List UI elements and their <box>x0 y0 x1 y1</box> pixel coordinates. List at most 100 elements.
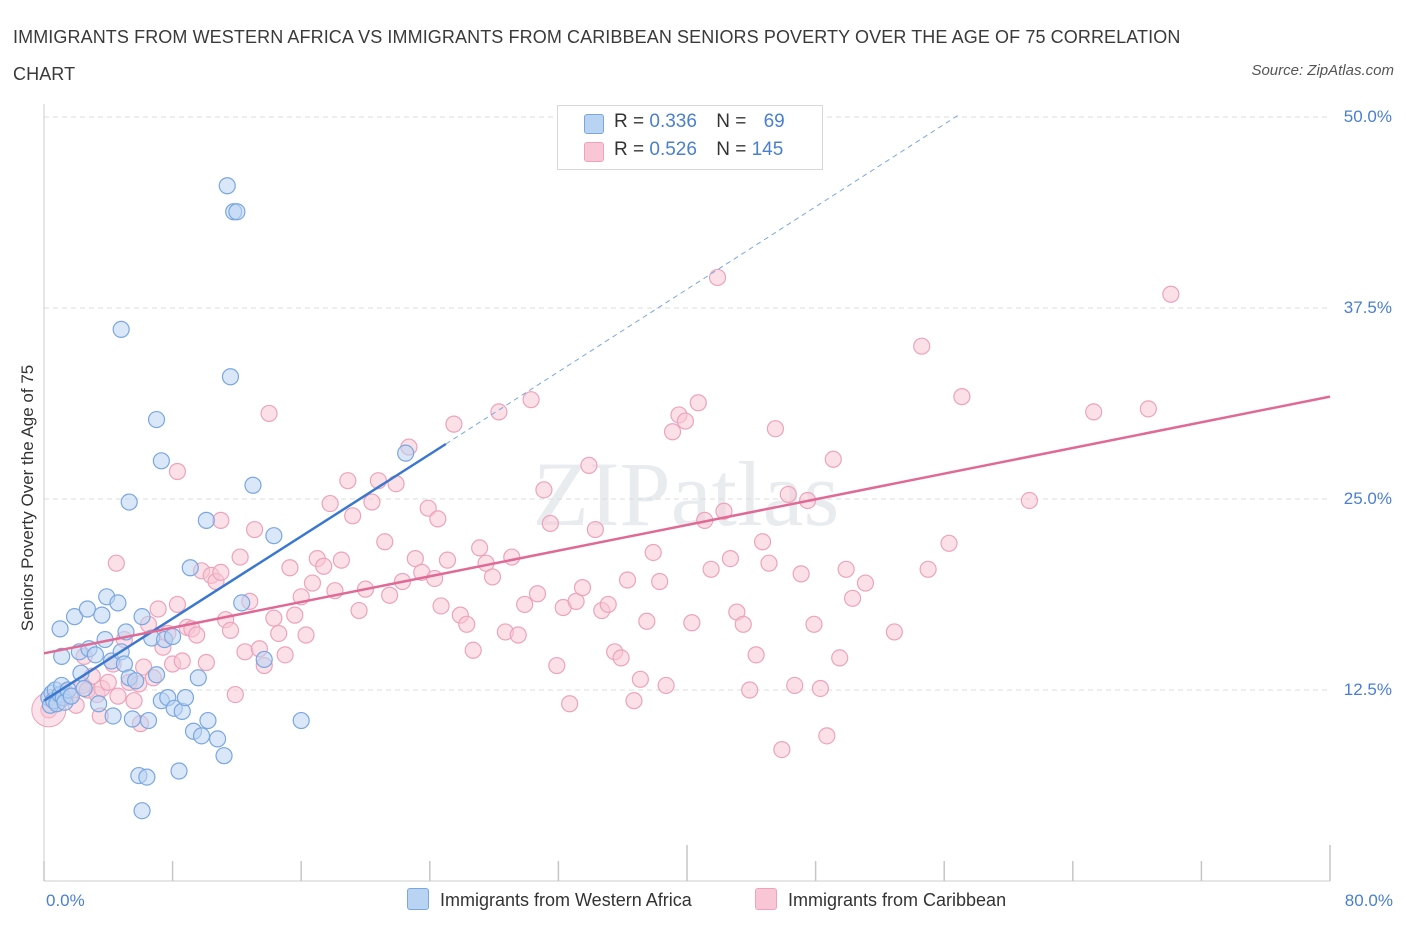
data-point-caribbean <box>548 656 566 675</box>
data-point-western-africa <box>75 679 93 698</box>
data-point-caribbean <box>779 485 797 504</box>
data-point-caribbean <box>522 391 540 409</box>
data-point-caribbean <box>231 548 249 566</box>
data-point-caribbean <box>226 685 244 704</box>
data-point-caribbean <box>625 692 643 710</box>
data-point-caribbean <box>281 559 299 577</box>
data-point-caribbean <box>376 533 394 551</box>
data-point-caribbean <box>940 534 958 552</box>
trend-extension-western-africa <box>445 113 961 445</box>
data-point-western-africa <box>86 646 105 664</box>
data-point-caribbean <box>913 337 931 355</box>
data-point-caribbean <box>381 586 399 604</box>
data-point-western-africa <box>221 368 240 386</box>
data-point-caribbean <box>363 493 381 511</box>
data-point-caribbean <box>212 511 230 529</box>
data-point-caribbean <box>805 615 823 633</box>
data-point-western-africa <box>189 669 207 687</box>
series-caribbean <box>31 268 1180 759</box>
data-point-caribbean <box>1162 285 1180 303</box>
data-point-caribbean <box>332 551 350 569</box>
data-point-western-africa <box>147 410 166 429</box>
data-point-caribbean <box>483 568 502 586</box>
data-point-caribbean <box>535 481 553 499</box>
correlation-legend: R = 0.336 N = 69 R = 0.526 N = 145 <box>557 105 823 170</box>
data-point-caribbean <box>297 626 315 644</box>
data-point-caribbean <box>919 560 937 578</box>
data-point-western-africa <box>197 511 215 529</box>
data-point-caribbean <box>689 394 707 412</box>
data-point-caribbean <box>276 646 294 664</box>
data-point-western-africa <box>218 177 236 195</box>
data-point-caribbean <box>509 626 527 644</box>
data-point-caribbean <box>599 595 617 614</box>
bottom-legend-swatch-caribbean <box>755 888 777 910</box>
data-point-caribbean <box>786 676 804 695</box>
data-point-caribbean <box>541 514 559 533</box>
data-point-caribbean <box>663 423 682 441</box>
data-point-caribbean <box>721 549 740 568</box>
data-point-caribbean <box>811 679 830 698</box>
trend-line-caribbean <box>43 395 1331 655</box>
data-point-caribbean <box>612 649 630 667</box>
data-point-caribbean <box>831 649 849 667</box>
y-axis-label: Seniors Poverty Over the Age of 75 <box>18 364 37 631</box>
data-point-caribbean <box>339 472 357 490</box>
data-point-caribbean <box>837 560 855 578</box>
data-point-caribbean <box>107 554 125 572</box>
data-point-caribbean <box>197 653 215 672</box>
data-point-caribbean <box>109 687 127 705</box>
trend-line-western-africa <box>43 442 447 702</box>
data-point-western-africa <box>181 559 199 577</box>
axes <box>43 104 1331 882</box>
data-point-caribbean <box>567 592 585 610</box>
data-point-western-africa <box>192 727 211 745</box>
data-point-caribbean <box>753 533 772 551</box>
data-point-caribbean <box>245 520 264 539</box>
data-point-western-africa <box>62 687 80 705</box>
data-point-western-africa <box>112 320 130 338</box>
data-point-caribbean <box>528 585 547 603</box>
data-point-caribbean <box>734 615 752 633</box>
data-point-caribbean <box>168 462 187 481</box>
data-point-western-africa <box>170 762 188 780</box>
data-point-caribbean <box>631 670 649 688</box>
data-point-western-africa <box>90 695 108 713</box>
data-point-caribbean <box>1139 400 1157 418</box>
data-point-caribbean <box>432 597 450 615</box>
legend-n-value: 145 <box>751 139 784 160</box>
trend-lines <box>43 113 1331 702</box>
data-point-caribbean <box>741 681 759 699</box>
data-point-caribbean <box>445 415 463 433</box>
data-point-caribbean <box>149 600 167 618</box>
data-point-western-africa <box>233 594 251 612</box>
legend-n-value: 69 <box>763 111 785 132</box>
data-point-caribbean <box>644 543 662 562</box>
data-point-western-africa <box>127 672 145 690</box>
data-point-caribbean <box>125 692 143 710</box>
data-point-caribbean <box>406 549 424 568</box>
data-point-caribbean <box>188 626 206 644</box>
data-point-western-africa <box>133 608 151 626</box>
data-point-western-africa <box>138 768 156 786</box>
data-point-western-africa <box>139 711 158 730</box>
data-point-caribbean <box>1020 491 1038 510</box>
data-point-western-africa <box>51 620 69 638</box>
data-point-caribbean <box>270 624 288 643</box>
data-point-caribbean <box>438 551 457 569</box>
data-point-caribbean <box>173 652 191 670</box>
legend-swatch-caribbean <box>584 142 604 162</box>
data-point-caribbean <box>747 646 765 664</box>
data-point-caribbean <box>885 623 903 641</box>
legend-n-label: N = <box>716 139 747 160</box>
data-point-caribbean <box>429 510 447 528</box>
data-point-western-africa <box>265 527 283 545</box>
data-point-caribbean <box>843 589 862 607</box>
data-point-caribbean <box>1085 403 1103 421</box>
x-tick-label-min: 0.0% <box>46 891 85 910</box>
bottom-legend-western-africa: Immigrants from Western Africa <box>407 888 692 911</box>
data-point-caribbean <box>766 420 785 438</box>
data-point-western-africa <box>209 730 227 748</box>
data-point-western-africa <box>65 608 84 626</box>
